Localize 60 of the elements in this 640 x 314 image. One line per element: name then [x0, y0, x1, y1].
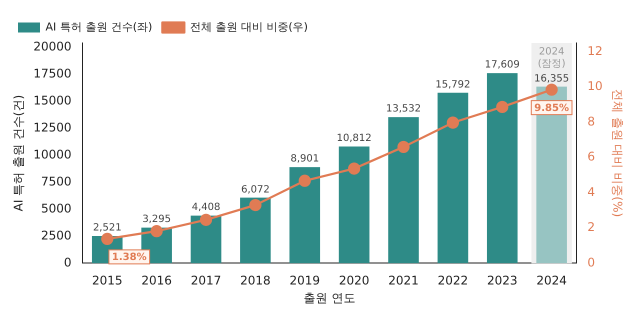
point	[249, 198, 262, 212]
data-label: 2,521	[92, 222, 122, 234]
band-label: 2024 (잠정)	[538, 46, 566, 70]
y-axis-title: AI 특허 출원 건수(건)	[11, 94, 26, 212]
x-tick-label: 2022	[438, 274, 468, 288]
data-label: 6,072	[241, 184, 270, 196]
x-axis-title: 출원 연도	[304, 290, 356, 305]
point	[446, 116, 459, 129]
y-tick-label: 17500	[33, 66, 72, 80]
legend-label: AI 특허 출원 건수(좌)	[46, 20, 152, 34]
y2-tick-label: 12	[587, 44, 603, 58]
y-tick-label: 20000	[33, 39, 72, 54]
y2-tick-label: 10	[587, 79, 603, 94]
x-tick-label: 2019	[289, 274, 320, 288]
data-label: 13,532	[386, 104, 422, 115]
point	[496, 100, 508, 114]
bar	[338, 146, 370, 264]
x-tick-label: 2024	[536, 274, 567, 288]
point	[348, 162, 360, 175]
legend-label: 전체 출원 대비 비중(우)	[190, 20, 308, 34]
data-label: 15,792	[435, 79, 470, 90]
y2-axis-title: 전체 출원 대비 비중(%)	[610, 88, 625, 218]
x-tick-label: 2017	[190, 274, 222, 288]
x-tick-label: 2020	[338, 274, 370, 288]
y2-tick-label: 8	[587, 114, 595, 128]
y2-tick-label: 6	[587, 150, 595, 164]
y2-tick-label: 2	[587, 220, 595, 234]
y-tick-label: 2500	[41, 228, 72, 242]
x-tick-label: 2021	[388, 274, 419, 288]
bar	[486, 73, 518, 264]
data-label: 1.38%	[112, 252, 147, 263]
point	[101, 232, 114, 245]
y2-tick-label: 0	[587, 255, 595, 270]
data-label: 10,812	[336, 133, 372, 144]
y-tick-label: 15000	[33, 93, 72, 108]
bar	[388, 117, 419, 264]
data-label: 17,609	[484, 60, 520, 71]
data-label: 4,408	[192, 202, 220, 214]
bar	[438, 92, 468, 264]
y2-tick-label: 4	[587, 184, 595, 199]
data-label: 16,355	[534, 73, 570, 84]
point	[397, 140, 410, 154]
y-tick-label: 5000	[41, 201, 72, 216]
point	[546, 84, 558, 96]
x-tick-label: 2016	[141, 274, 172, 288]
y-tick-label: 12500	[33, 120, 72, 134]
x-tick-label: 2015	[92, 274, 123, 288]
y-tick-label: 0	[64, 255, 72, 270]
x-tick-label: 2023	[486, 274, 518, 288]
data-label: 9.85%	[534, 102, 569, 114]
x-tick-label: 2018	[240, 274, 271, 288]
y-tick-label: 10000	[33, 147, 72, 162]
data-label: 3,295	[142, 214, 171, 226]
bar	[289, 167, 320, 264]
point	[150, 225, 163, 238]
point	[200, 214, 212, 226]
bar	[240, 198, 271, 264]
data-label: 8,901	[290, 154, 320, 165]
point	[298, 174, 311, 187]
y-tick-label: 7500	[41, 174, 72, 188]
